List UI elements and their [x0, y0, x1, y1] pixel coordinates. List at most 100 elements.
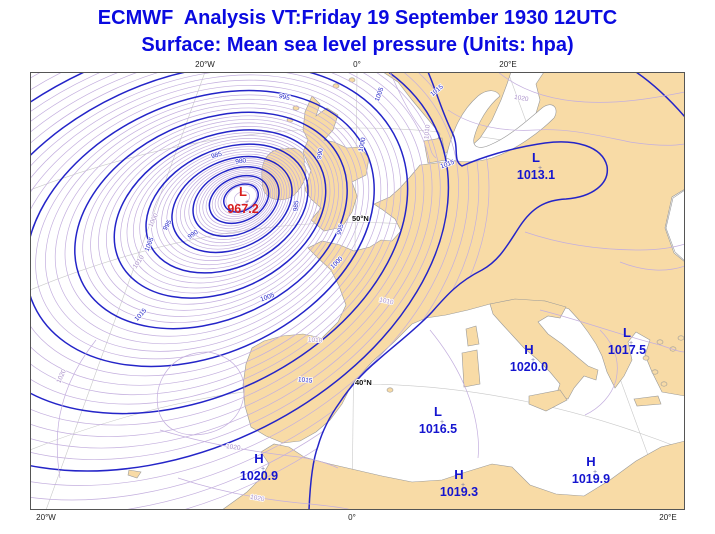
isobar-line [524, 231, 685, 251]
pressure-center-value: 1017.5 [608, 343, 646, 357]
isobar-ring-972 [217, 180, 263, 217]
small-island [660, 381, 668, 387]
pressure-map: 985 980 990 995 985 990 995 1000 1005 1010 1015 100… [30, 72, 685, 510]
isobar-ring-992 [132, 138, 316, 284]
pressure-center-value: 1020.0 [510, 360, 548, 374]
isobar-line [635, 72, 685, 118]
pressure-center-value: 1019.9 [572, 472, 610, 486]
small-island [656, 339, 664, 345]
axis-label-bottom: 20°E [659, 513, 677, 522]
isobar-line [177, 477, 353, 510]
isobar-line [308, 72, 608, 510]
isobar-ring-982 [184, 162, 285, 244]
isobar-ring-987 [161, 151, 299, 261]
isobar-ring-970 [223, 183, 259, 213]
latitude-label: 50°N [352, 214, 369, 223]
isobar-ring-997 [98, 122, 335, 311]
contour-label: 1010 [379, 297, 395, 307]
isobar-ring-998 [90, 119, 339, 317]
pressure-center-letter: L [623, 325, 631, 340]
meridian-line [45, 72, 206, 510]
isobar-line [56, 339, 97, 479]
map-frame [30, 72, 685, 510]
isobar-ring-999 [82, 115, 344, 323]
contour-label: 1020 [250, 494, 266, 503]
isobar-ring-1001 [64, 107, 353, 337]
small-island [677, 335, 685, 341]
contour-label: 1010 [308, 337, 323, 345]
pressure-center-mark: + [440, 419, 444, 426]
pressure-center-letter: L [239, 184, 247, 199]
isobar-ring-1004 [35, 94, 370, 360]
map-title-line1: ECMWF Analysis VT:Friday 19 September 19… [97, 7, 618, 29]
isobar-ring-975 [208, 174, 270, 225]
contour-label: 1010 [423, 124, 431, 139]
pressure-center-mark: + [629, 340, 633, 347]
pressure-center-letter: H [254, 451, 263, 466]
pressure-center-mark: + [261, 466, 265, 473]
contour-label: 1020 [514, 94, 530, 103]
isobar-ring-1016 [30, 72, 459, 486]
isobar-ring-977 [202, 171, 274, 229]
contour-label: 995 [278, 93, 290, 102]
isobar-line [497, 72, 685, 103]
isobar-ring-990 [145, 143, 309, 274]
contour-label: 985 [210, 151, 223, 161]
isobar-ring-1012 [30, 72, 425, 437]
isobar-ring-995 [113, 129, 327, 299]
isobar-ring-1011 [30, 72, 417, 426]
isobar-ring-1009 [30, 72, 402, 405]
parallel-line [30, 383, 685, 451]
isobar-line [539, 309, 685, 353]
isobar-line [156, 351, 245, 436]
contour-label: 1015 [298, 376, 313, 385]
isobar-ring-1005 [30, 89, 375, 368]
isobar-ring-1006 [30, 85, 382, 377]
isobar-ring-973 [214, 178, 265, 220]
isobar-ring-968 [233, 191, 251, 205]
isobar-ring-993 [126, 135, 319, 289]
small-island [642, 355, 650, 361]
pressure-center-value: 967.2 [227, 202, 258, 216]
pressure-center-value: 1016.5 [419, 422, 457, 436]
isobar-ring-986 [166, 153, 296, 257]
isobar-ring-991 [139, 140, 312, 279]
pressure-center-mark: + [593, 469, 597, 476]
land-sardinia [461, 349, 481, 388]
latitude-label: 40°N [355, 378, 372, 387]
pressure-center-mark: + [538, 165, 542, 172]
isobar-ring-969 [225, 185, 257, 211]
isobar-ring-980 [192, 166, 280, 237]
isobar-ring-1010 [30, 72, 409, 415]
land-sicily [528, 389, 568, 412]
isobar-ring-1008 [30, 74, 395, 396]
pressure-center-value: 1013.1 [517, 168, 555, 182]
axis-label-top: 0° [353, 60, 361, 69]
isobar-line [447, 109, 685, 146]
isobar-ring-981 [188, 164, 282, 240]
isobar-line [429, 329, 479, 459]
isobar-ring-988 [156, 148, 302, 266]
pressure-center-value: 1019.3 [440, 485, 478, 499]
contour-label: 985 [293, 200, 301, 212]
isobar-ring-984 [175, 158, 290, 250]
axis-label-top: 20°E [499, 60, 517, 69]
isobar-lines [56, 72, 685, 510]
pressure-center-letter: H [586, 454, 595, 469]
isobar-ring-1015 [30, 72, 450, 472]
land-corsica [465, 325, 480, 347]
contour-label: 980 [235, 157, 247, 165]
pressure-center-letter: L [434, 404, 442, 419]
axis-label-bottom: 0° [348, 513, 356, 522]
isobar-ring-976 [205, 173, 272, 227]
land-madeira [127, 469, 142, 479]
contour-label: 990 [316, 147, 325, 159]
contour-label: 1020 [226, 443, 242, 452]
pressure-center-letter: H [524, 342, 533, 357]
isobar-ring-983 [180, 160, 288, 247]
small-island [386, 387, 394, 393]
pressure-center-mark: + [531, 357, 535, 364]
land-italy [489, 298, 599, 400]
map-title-line2: Surface: Mean sea level pressure (Units:… [141, 34, 574, 56]
